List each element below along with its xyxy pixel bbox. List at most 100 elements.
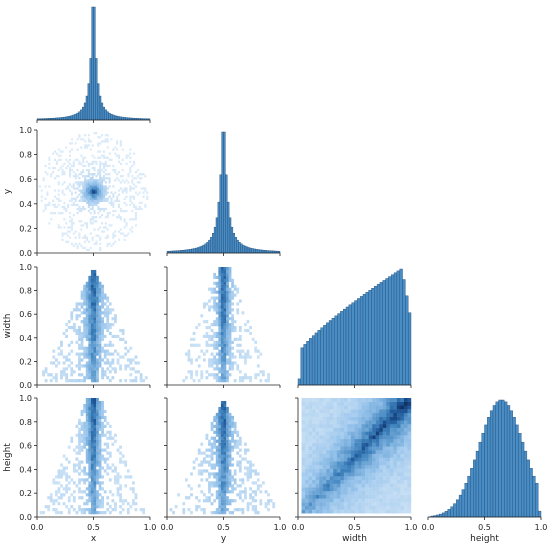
heat-cell — [251, 499, 255, 503]
heat-cell — [218, 409, 222, 414]
hist-bar — [253, 248, 256, 254]
heat-cell — [121, 355, 125, 359]
heat-cell — [301, 453, 306, 458]
heat-cell — [72, 466, 76, 470]
heat-cell — [308, 464, 313, 469]
heat-cell — [389, 420, 394, 425]
heat-cell — [218, 299, 222, 303]
heat-cell — [195, 457, 199, 461]
heat-cell — [85, 493, 89, 497]
heat-cell — [329, 468, 334, 473]
heat-cell — [129, 475, 133, 479]
heat-cell — [231, 475, 234, 479]
heat-cell — [251, 469, 255, 473]
heat-cell — [83, 478, 86, 482]
heat-cell — [119, 445, 122, 449]
heat-cell — [106, 146, 109, 149]
heat-cell — [80, 320, 84, 324]
heat-cell — [54, 373, 58, 377]
heat-cell — [83, 317, 86, 321]
heat-cell — [315, 424, 320, 428]
heat-cell — [210, 290, 214, 294]
pair-x-width — [42, 269, 148, 383]
heat-cell — [305, 498, 309, 503]
heat-cell — [70, 148, 73, 151]
heat-cell — [400, 479, 405, 484]
heat-cell — [249, 475, 252, 479]
heat-cell — [319, 405, 323, 410]
heat-cell — [226, 346, 229, 350]
heat-cell — [138, 207, 141, 211]
heat-cell — [301, 457, 306, 462]
heat-cell — [322, 438, 327, 443]
heat-cell — [379, 502, 383, 507]
heat-cell — [116, 361, 120, 365]
heat-cell — [108, 364, 112, 368]
heat-cell — [375, 435, 380, 440]
heat-cell — [110, 224, 113, 227]
heat-cell — [97, 171, 100, 174]
heat-cell — [117, 203, 121, 207]
heat-cell — [90, 320, 94, 324]
heat-cell — [343, 446, 348, 451]
heat-cell — [233, 472, 237, 476]
heat-cell — [47, 505, 51, 509]
heat-cell — [117, 205, 121, 209]
heat-cell — [319, 398, 323, 402]
heat-cell — [218, 487, 222, 491]
heat-cell — [134, 216, 138, 219]
heat-cell — [308, 509, 313, 514]
heat-cell — [208, 472, 211, 476]
heat-cell — [116, 478, 120, 482]
heat-cell — [96, 454, 99, 458]
heat-cell — [44, 367, 48, 371]
heat-cell — [101, 481, 104, 485]
heat-cell — [308, 446, 313, 451]
heat-cell — [347, 398, 352, 402]
heat-cell — [101, 475, 104, 479]
heat-cell — [78, 508, 81, 512]
heat-cell — [333, 398, 338, 402]
heat-cell — [134, 355, 138, 359]
heat-cell — [354, 398, 359, 402]
hist-bar — [303, 344, 307, 386]
heat-cell — [350, 412, 355, 417]
heat-cell — [308, 405, 313, 410]
heat-cell — [123, 181, 126, 184]
heat-cell — [197, 505, 201, 509]
heat-cell — [312, 490, 316, 495]
heat-cell — [305, 476, 309, 481]
heat-cell — [88, 493, 92, 497]
heat-cell — [322, 498, 327, 503]
heat-cell — [312, 457, 316, 462]
diag-hist-y — [166, 131, 281, 254]
heat-cell — [85, 424, 89, 428]
heat-cell — [403, 468, 408, 473]
heat-cell — [389, 427, 394, 432]
heat-cell — [87, 197, 90, 200]
heat-cell — [78, 185, 81, 188]
heat-cell — [393, 461, 398, 466]
heat-cell — [40, 199, 43, 202]
heat-cell — [124, 463, 128, 467]
heat-cell — [90, 502, 94, 506]
heat-cell — [190, 358, 193, 362]
heat-cell — [57, 203, 60, 207]
heat-cell — [82, 160, 85, 163]
heat-cell — [218, 511, 222, 515]
heat-cell — [103, 448, 107, 452]
heat-cell — [223, 508, 227, 512]
heat-cell — [361, 505, 366, 510]
heat-cell — [103, 424, 107, 428]
heat-cell — [223, 343, 227, 347]
heat-cell — [358, 420, 362, 425]
heat-cell — [315, 427, 320, 432]
heat-cell — [368, 442, 373, 447]
heat-cell — [78, 433, 81, 437]
heat-cell — [400, 442, 405, 447]
heat-cell — [319, 505, 323, 510]
heat-cell — [223, 475, 227, 479]
heat-cell — [215, 463, 219, 467]
heat-cell — [61, 164, 64, 168]
heat-cell — [108, 361, 112, 365]
